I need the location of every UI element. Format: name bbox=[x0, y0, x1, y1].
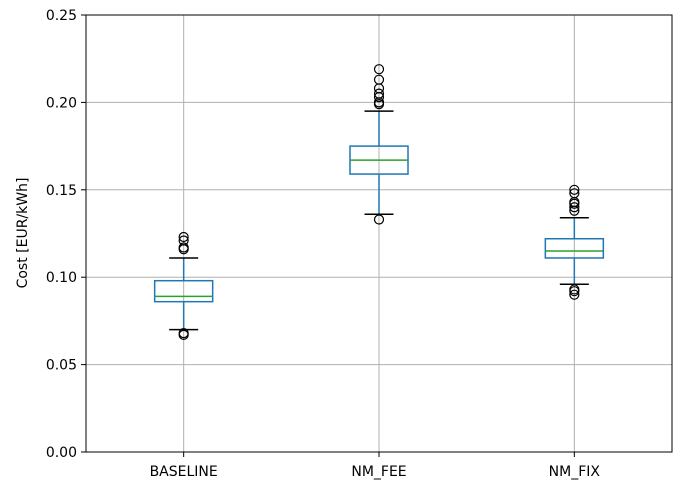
x-tick-label: NM_FEE bbox=[351, 464, 406, 480]
y-tick-label: 0.05 bbox=[46, 358, 77, 374]
outlier-point bbox=[569, 184, 580, 195]
box-group-nm-fix bbox=[544, 184, 605, 300]
y-tick-label: 0.25 bbox=[46, 8, 77, 24]
grid-layer bbox=[86, 14, 672, 453]
outlier-point bbox=[178, 242, 189, 253]
outlier-point bbox=[569, 202, 580, 213]
y-tick-label: 0.00 bbox=[46, 445, 77, 461]
outlier-point bbox=[178, 328, 189, 339]
box-group-baseline bbox=[153, 231, 214, 340]
y-axis-label: Cost [EUR/kWh] bbox=[15, 178, 31, 289]
x-tick-label: NM_FIX bbox=[549, 464, 601, 480]
box-group-nm-fee bbox=[349, 64, 409, 225]
outlier-point bbox=[569, 284, 580, 295]
outlier-point bbox=[178, 231, 189, 243]
outlier-point bbox=[373, 214, 385, 225]
y-tick-label: 0.10 bbox=[46, 270, 77, 286]
y-tick-label: 0.20 bbox=[46, 95, 77, 111]
x-axis: BASELINE NM_FEE NM_FIX bbox=[150, 452, 601, 480]
y-tick-label: 0.15 bbox=[46, 183, 77, 199]
outlier-point bbox=[373, 88, 385, 99]
outlier-point bbox=[569, 289, 580, 300]
iqr-box bbox=[153, 279, 214, 303]
x-tick-label: BASELINE bbox=[150, 464, 218, 480]
plot-layer bbox=[153, 64, 605, 340]
outlier-point bbox=[569, 188, 580, 199]
outlier-point bbox=[373, 64, 385, 75]
iqr-box bbox=[544, 237, 605, 259]
y-axis: 0.00 0.05 0.10 0.15 0.20 0.25 bbox=[46, 8, 86, 461]
outlier-point bbox=[373, 74, 385, 85]
outlier-point bbox=[178, 235, 189, 246]
